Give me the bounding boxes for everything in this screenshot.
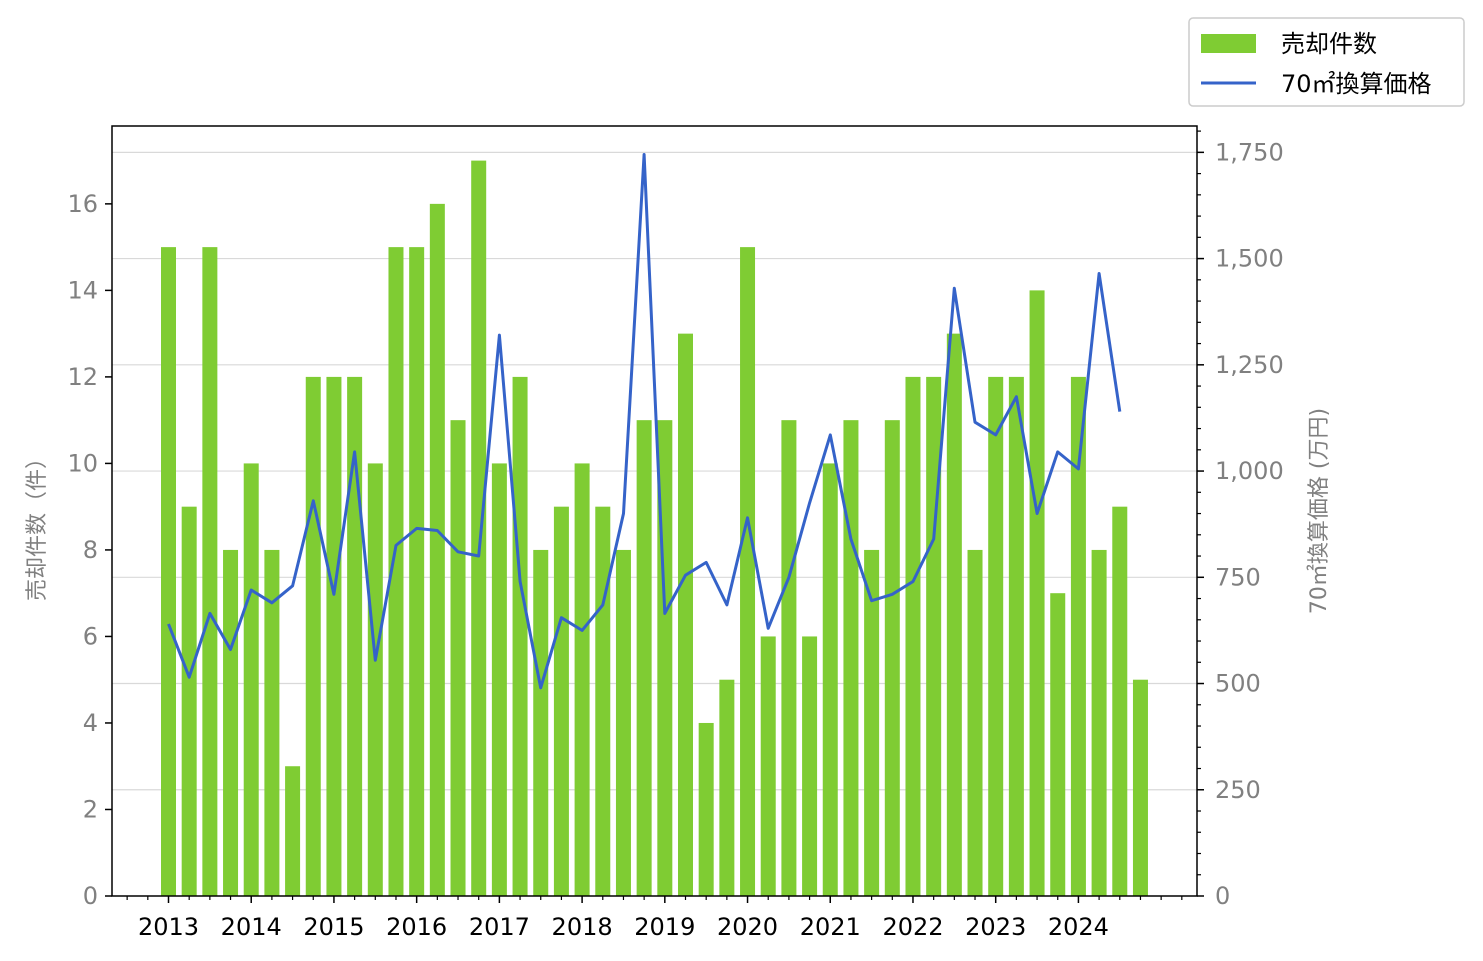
bar (326, 376, 342, 896)
bar (802, 636, 818, 896)
legend-bar-swatch (1201, 34, 1256, 53)
bar (367, 463, 383, 896)
bar (615, 549, 631, 896)
bar (429, 203, 445, 896)
bar-series (161, 160, 1148, 896)
bar (946, 333, 962, 896)
bar (347, 376, 363, 896)
x-tick-label: 2014 (221, 913, 282, 941)
bar (243, 463, 259, 896)
bar (471, 160, 487, 896)
bar (636, 420, 652, 896)
axes: 0 2 4 6 8 10 12 14 16 0 250 500 750 1,000 1,250 1,500 1,… (67, 130, 1284, 941)
left-tick-label: 6 (83, 622, 98, 650)
bar (533, 549, 549, 896)
legend-bar-label: 売却件数 (1281, 30, 1377, 58)
plot-frame (111, 125, 1198, 897)
left-axis-title: 売却件数（件） (25, 447, 50, 601)
bar (595, 506, 611, 896)
bar (1091, 549, 1107, 896)
bar (388, 247, 404, 896)
bar (223, 549, 239, 896)
bar (409, 247, 425, 896)
bar (1050, 593, 1066, 896)
right-tick-label: 1,500 (1215, 245, 1284, 273)
bar (843, 420, 859, 896)
bar (781, 420, 797, 896)
bar (553, 506, 569, 896)
left-tick-label: 0 (83, 882, 98, 910)
bar (719, 679, 735, 896)
x-tick-label: 2024 (1048, 913, 1109, 941)
left-tick-label: 4 (83, 709, 98, 737)
bar (988, 376, 1004, 896)
x-tick-label: 2022 (882, 913, 943, 941)
right-tick-label: 1,750 (1215, 138, 1284, 166)
x-tick-label: 2021 (800, 913, 861, 941)
x-tick-label: 2023 (965, 913, 1026, 941)
right-tick-label: 750 (1215, 563, 1261, 591)
bar (884, 420, 900, 896)
left-tick-label: 8 (83, 536, 98, 564)
bar (760, 636, 776, 896)
right-axis-title: 70㎡換算価格 (万円) (1306, 408, 1332, 614)
bar (967, 549, 983, 896)
bar (264, 549, 280, 896)
bar (1029, 290, 1045, 896)
x-tick-label: 2018 (552, 913, 613, 941)
bar (864, 549, 880, 896)
left-tick-label: 14 (67, 276, 98, 304)
bar (574, 463, 590, 896)
legend: 売却件数 70㎡換算価格 (1188, 17, 1465, 107)
right-tick-label: 0 (1215, 882, 1230, 910)
x-tick-label: 2016 (386, 913, 447, 941)
bar (202, 247, 218, 896)
right-tick-label: 1,000 (1215, 457, 1284, 485)
x-tick-label: 2013 (138, 913, 199, 941)
right-tick-label: 500 (1215, 670, 1261, 698)
bar (740, 247, 756, 896)
bar (181, 506, 197, 896)
bar (305, 376, 321, 896)
left-tick-label: 12 (67, 363, 98, 391)
bar (926, 376, 942, 896)
bar (1132, 679, 1148, 896)
right-tick-label: 250 (1215, 776, 1261, 804)
x-tick-label: 2020 (717, 913, 778, 941)
legend-line-label: 70㎡換算価格 (1281, 70, 1432, 98)
bar (161, 247, 176, 896)
right-tick-label: 1,250 (1215, 351, 1284, 379)
bar (905, 376, 921, 896)
x-tick-label: 2015 (303, 913, 364, 941)
x-tick-label: 2019 (634, 913, 695, 941)
left-tick-label: 2 (83, 795, 98, 823)
bar (698, 722, 714, 896)
price-line (167, 153, 1122, 690)
bar (491, 463, 507, 896)
legend-box (1188, 17, 1465, 107)
left-tick-label: 16 (67, 190, 98, 218)
bar (678, 333, 693, 896)
x-tick-label: 2017 (469, 913, 530, 941)
bar (450, 420, 466, 896)
left-tick-label: 10 (67, 449, 98, 477)
line-series (167, 153, 1122, 690)
bar (1008, 376, 1024, 896)
bar (1070, 376, 1086, 896)
bar (285, 766, 301, 896)
bar (822, 463, 838, 896)
bar (512, 376, 528, 896)
bar (1112, 506, 1128, 896)
